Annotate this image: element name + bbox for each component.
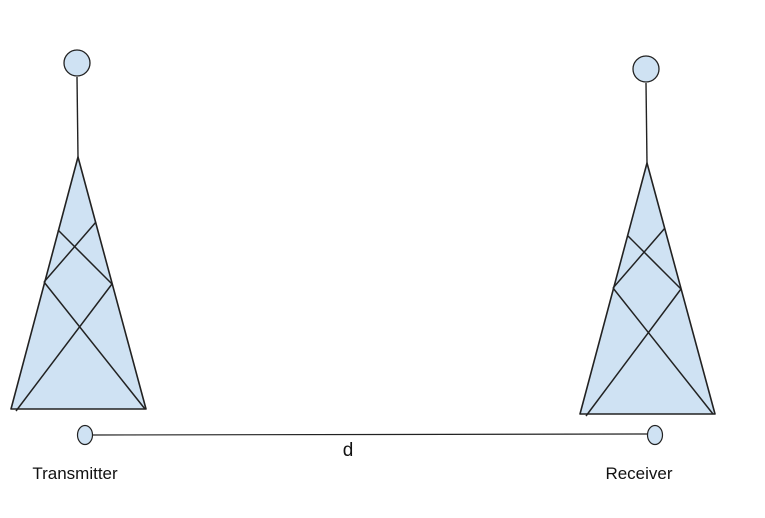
receiver-antenna-ball bbox=[632, 55, 660, 83]
transmitter-mast bbox=[76, 76, 79, 158]
receiver-lattice bbox=[585, 227, 714, 417]
transmitter-tower-body bbox=[10, 156, 147, 410]
receiver-tower bbox=[579, 55, 716, 417]
receiver-endpoint bbox=[646, 424, 664, 446]
receiver-mast bbox=[645, 82, 648, 164]
distance-label: d bbox=[343, 440, 354, 461]
transmitter-lattice bbox=[15, 221, 146, 412]
transmitter-tower bbox=[10, 49, 147, 412]
distance-line bbox=[92, 433, 648, 436]
transmitter-label: Transmitter bbox=[32, 464, 118, 483]
transmitter-endpoint bbox=[76, 424, 94, 446]
distance-link: d bbox=[76, 424, 664, 461]
receiver-tower-body bbox=[579, 162, 716, 415]
receiver-label: Receiver bbox=[605, 464, 672, 483]
transmitter-antenna-ball bbox=[63, 49, 91, 77]
